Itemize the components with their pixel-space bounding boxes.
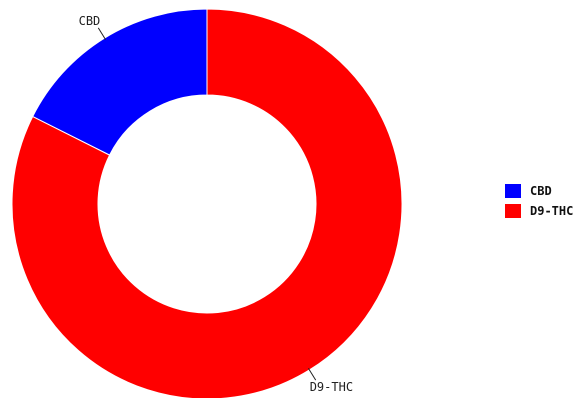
slice-label: D9-THC xyxy=(310,380,353,394)
chart-slices xyxy=(11,8,403,398)
legend-label-cbd[interactable]: CBD xyxy=(530,184,552,198)
legend-label-d9-thc[interactable]: D9-THC xyxy=(530,204,573,218)
slice-cbd[interactable] xyxy=(32,8,208,156)
slice-d9-thc[interactable] xyxy=(11,8,403,398)
chart-slice-labels: CBD D9-THC xyxy=(79,14,353,394)
legend-swatch-d9-thc[interactable] xyxy=(505,204,521,218)
legend-swatch-cbd[interactable] xyxy=(505,184,521,198)
slice-leader-line xyxy=(97,27,107,41)
slice-leader-line xyxy=(307,367,317,381)
slice-label: CBD xyxy=(79,14,101,28)
chart-legend: CBD D9-THC xyxy=(505,184,573,218)
